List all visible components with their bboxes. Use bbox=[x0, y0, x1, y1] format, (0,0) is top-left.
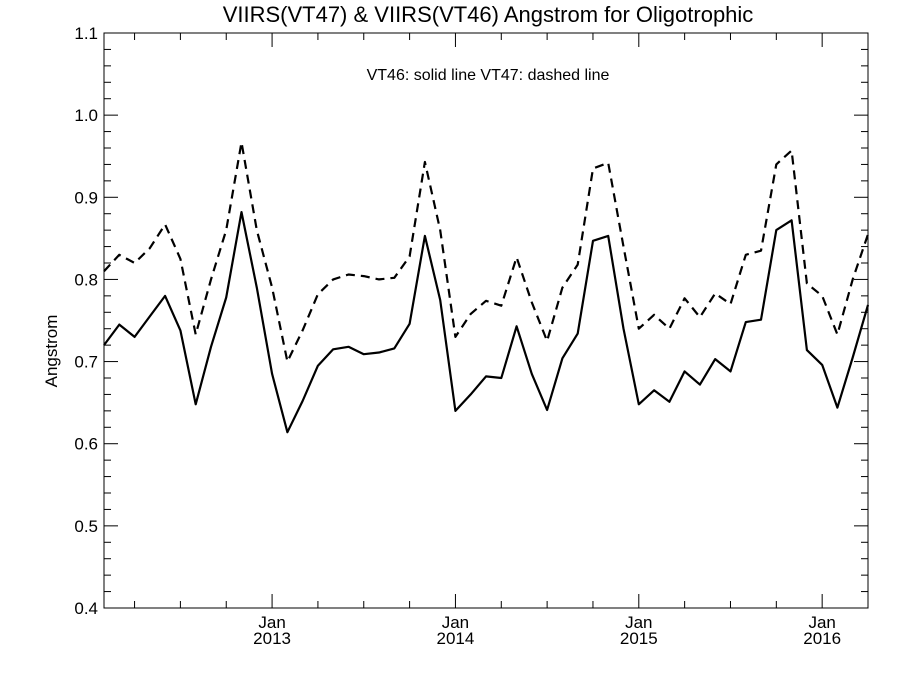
y-tick-label: 0.8 bbox=[74, 270, 98, 289]
vt46-solid-series-line bbox=[103, 211, 870, 434]
series-lines bbox=[103, 141, 870, 434]
y-axis-label: Angstrom bbox=[42, 315, 61, 388]
y-axis-ticks: 0.4 0.5 0.6 0.7 0.8 0.9 1.0 1.1 bbox=[74, 24, 868, 618]
line-style-annotation: VT46: solid line VT47: dashed line bbox=[367, 67, 610, 84]
x-tick-year-label: 2016 bbox=[803, 629, 841, 648]
y-tick-label: 1.0 bbox=[74, 106, 98, 125]
x-tick-month-label: Jan bbox=[442, 613, 469, 632]
chart-title: VIIRS(VT47) & VIIRS(VT46) Angstrom for O… bbox=[223, 2, 754, 27]
plot-frame bbox=[103, 32, 869, 609]
y-tick-label: 0.9 bbox=[74, 188, 98, 207]
y-tick-label: 0.6 bbox=[74, 435, 98, 454]
x-tick-month-label: Jan bbox=[625, 613, 652, 632]
y-tick-label: 0.4 bbox=[74, 599, 98, 618]
vt47-dashed-series-line bbox=[103, 141, 870, 363]
y-tick-label: 0.7 bbox=[74, 353, 98, 372]
x-tick-year-label: 2015 bbox=[620, 629, 658, 648]
x-tick-year-label: 2013 bbox=[253, 629, 291, 648]
y-tick-label: 0.5 bbox=[74, 517, 98, 536]
y-tick-label: 1.1 bbox=[74, 24, 98, 43]
x-tick-year-label: 2014 bbox=[437, 629, 475, 648]
x-tick-month-label: Jan bbox=[808, 613, 835, 632]
x-tick-month-label: Jan bbox=[258, 613, 285, 632]
